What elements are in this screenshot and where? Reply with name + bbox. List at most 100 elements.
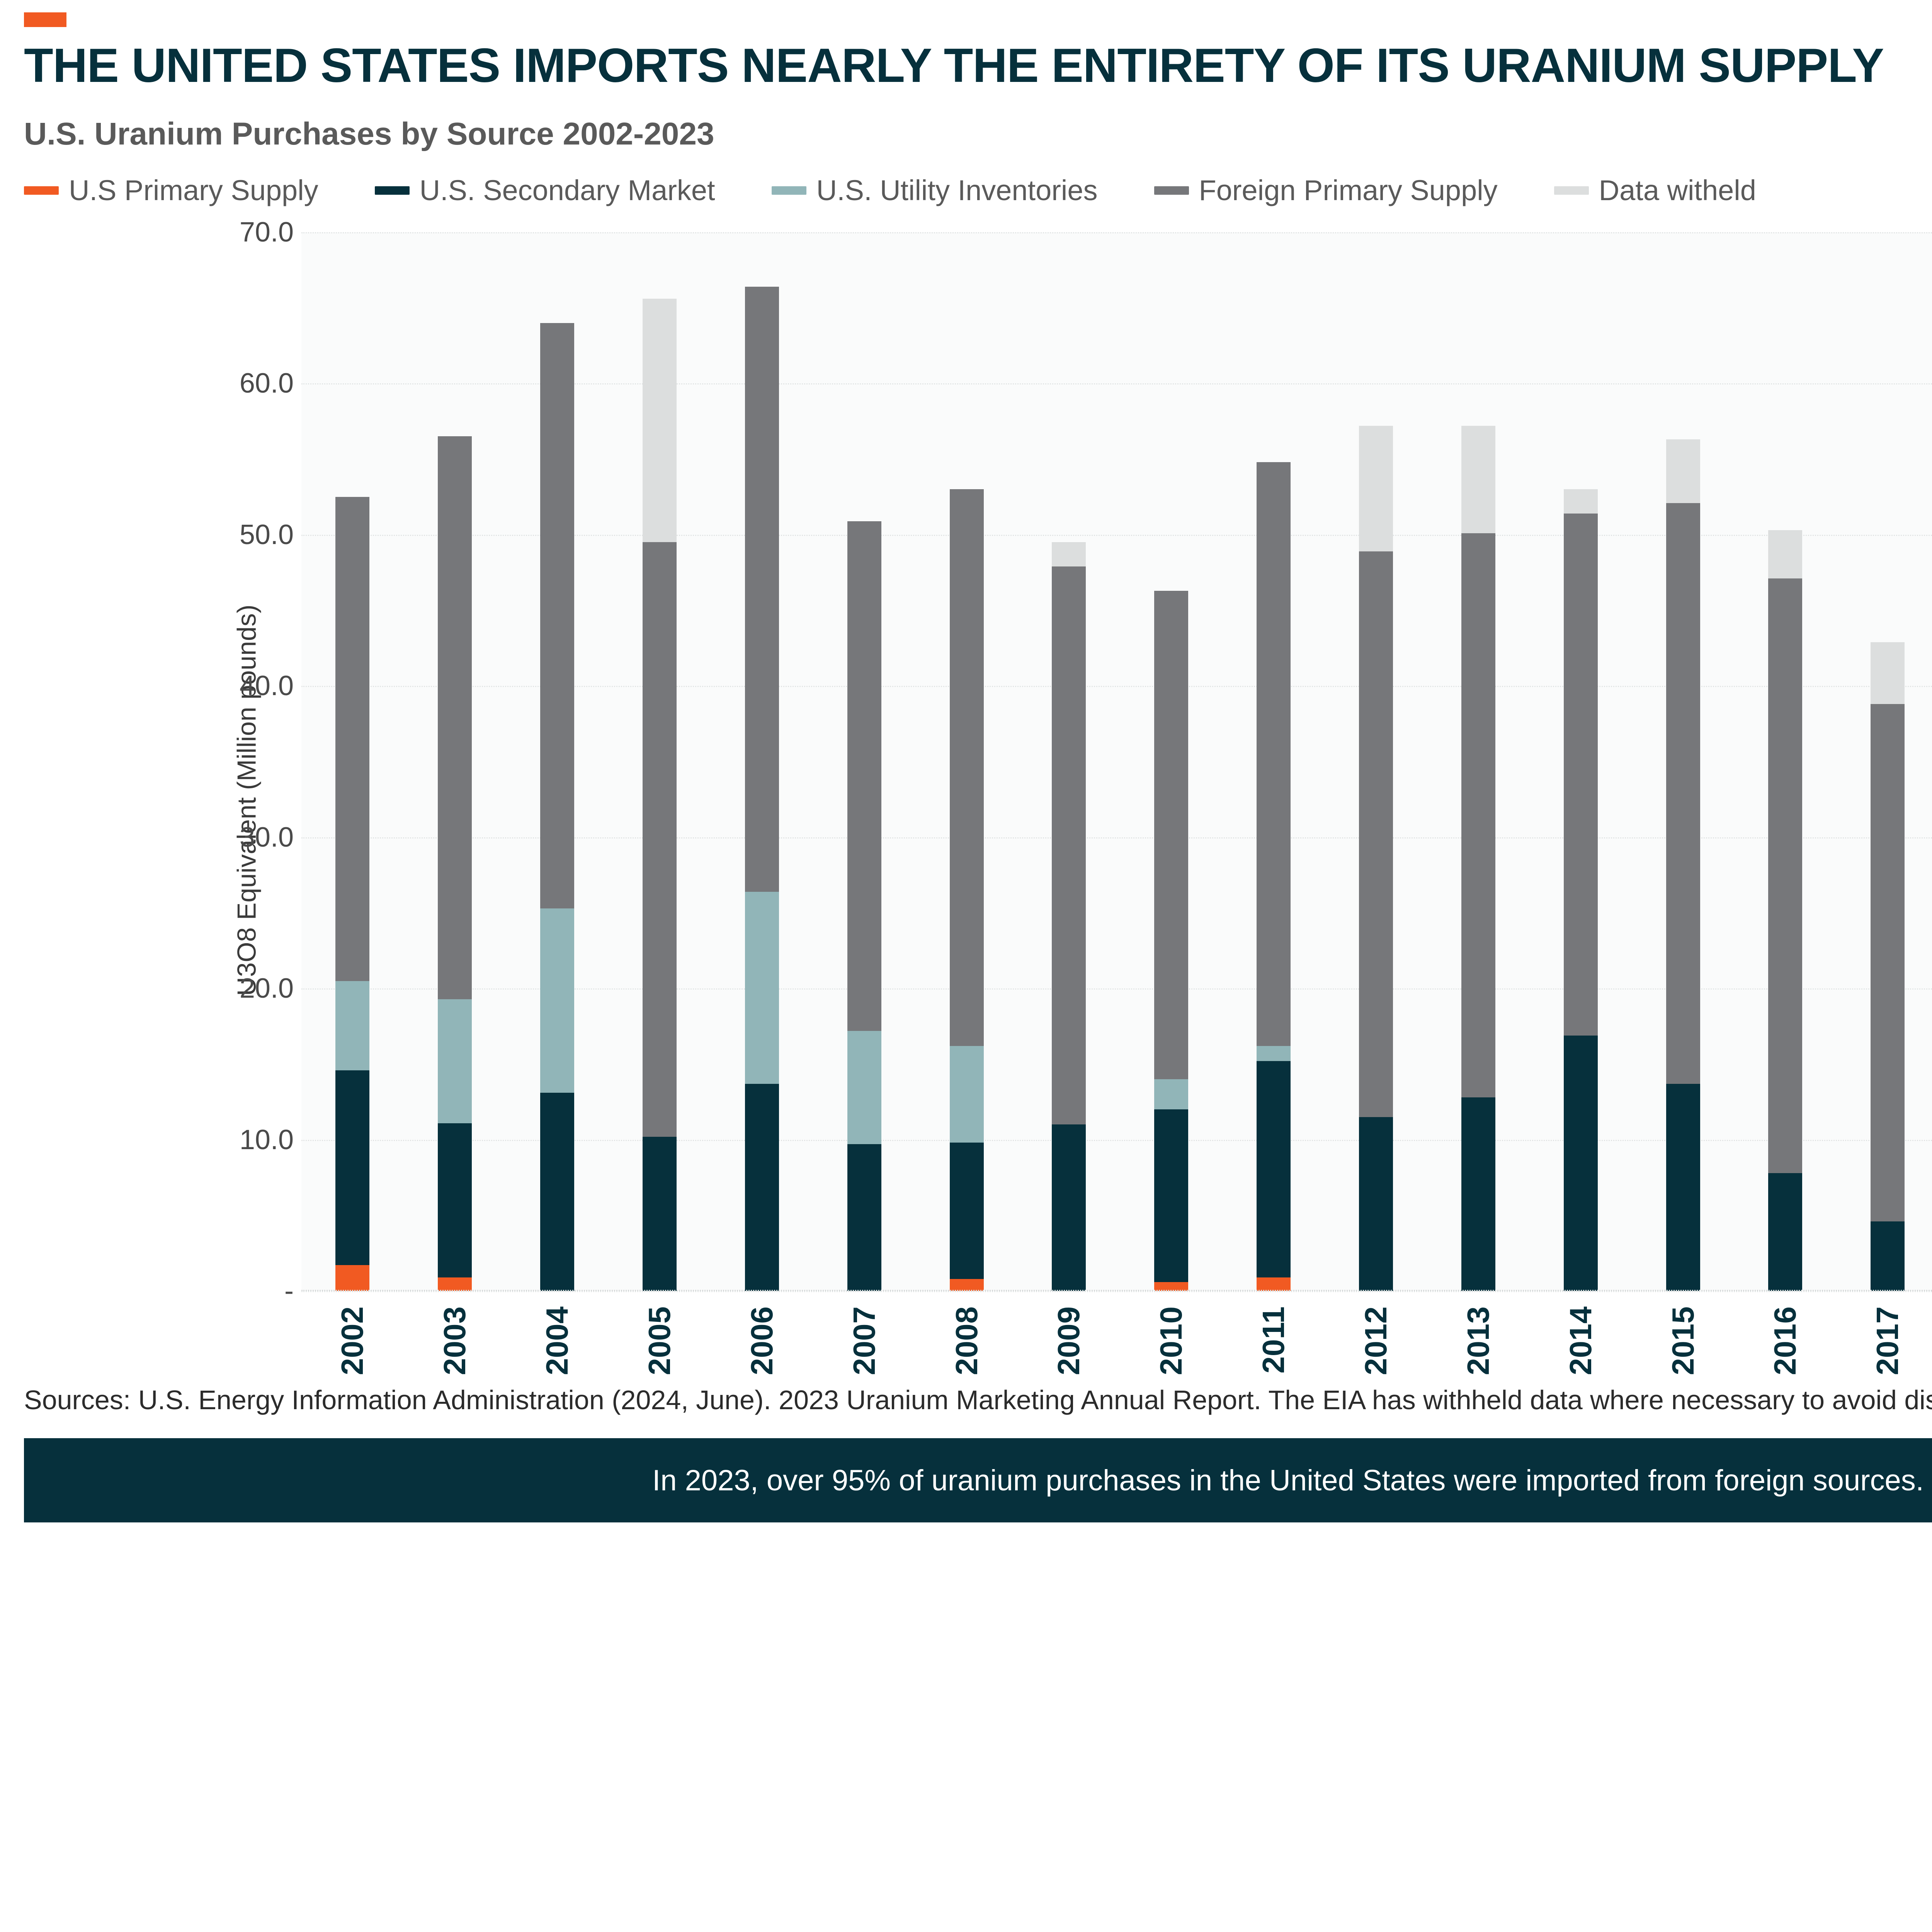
stacked-bar[interactable]: [643, 232, 677, 1291]
bar-segment: [847, 1031, 881, 1145]
x-axis-tick: 2017: [1837, 1306, 1932, 1469]
stacked-bar[interactable]: [1871, 232, 1905, 1291]
bar-segment: [335, 1070, 370, 1265]
stacked-bar[interactable]: [1359, 232, 1393, 1291]
bar-column[interactable]: [1529, 232, 1632, 1291]
bar-segment: [847, 521, 881, 1031]
legend-swatch-icon: [771, 186, 806, 195]
bar-column[interactable]: [915, 232, 1018, 1291]
stacked-bar[interactable]: [1154, 232, 1189, 1291]
gridline: [301, 1291, 1932, 1292]
x-axis-tick: 2008: [915, 1306, 1018, 1469]
y-axis-tick-label: 30.0: [239, 821, 294, 853]
stacked-bar[interactable]: [438, 232, 472, 1291]
stacked-bar[interactable]: [1052, 232, 1086, 1291]
bar-column[interactable]: [1120, 232, 1223, 1291]
brand-accent-bar: [24, 12, 66, 27]
bar-column[interactable]: [1632, 232, 1734, 1291]
bar-segment: [1563, 1035, 1598, 1291]
bar-column[interactable]: [1325, 232, 1427, 1291]
bar-column[interactable]: [506, 232, 609, 1291]
x-axis-tick: 2006: [711, 1306, 813, 1469]
bar-segment: [1871, 642, 1905, 704]
y-axis-ticks: 70.0 60.0 50.0 40.0 30.0 20.0 10.0 -: [143, 217, 294, 1306]
stacked-bar[interactable]: [540, 232, 575, 1291]
bar-series-container: [301, 232, 1932, 1291]
bar-segment: [1563, 489, 1598, 514]
x-axis-tick-label: 2009: [1051, 1306, 1086, 1375]
x-axis-tick-label: 2014: [1563, 1306, 1598, 1375]
page-title: THE UNITED STATES IMPORTS NEARLY THE ENT…: [24, 39, 1884, 92]
stacked-bar[interactable]: [1563, 232, 1598, 1291]
bar-segment: [1154, 1282, 1189, 1291]
legend-item[interactable]: U.S. Utility Inventories: [771, 174, 1098, 207]
bar-column[interactable]: [1734, 232, 1837, 1291]
x-axis-tick-label: 2010: [1154, 1306, 1189, 1375]
stacked-bar[interactable]: [1768, 232, 1803, 1291]
legend-item[interactable]: U.S Primary Supply: [24, 174, 318, 207]
bar-segment: [949, 1143, 984, 1279]
bar-segment: [643, 1136, 677, 1291]
stacked-bar[interactable]: [1461, 232, 1495, 1291]
legend-swatch-icon: [1154, 186, 1189, 195]
stacked-bar[interactable]: [745, 232, 779, 1291]
x-axis-tick-label: 2012: [1359, 1306, 1393, 1375]
x-axis-tick-label: 2017: [1870, 1306, 1905, 1375]
x-axis-tick: 2011: [1223, 1306, 1325, 1469]
stacked-bar[interactable]: [1257, 232, 1291, 1291]
x-axis-tick-label: 2005: [642, 1306, 677, 1375]
x-axis-tick: 2010: [1120, 1306, 1223, 1469]
gridline: [301, 686, 1932, 687]
x-axis-tick: 2014: [1529, 1306, 1632, 1469]
bar-column[interactable]: [1223, 232, 1325, 1291]
bar-segment: [949, 489, 984, 1046]
bar-segment: [1052, 566, 1086, 1125]
x-axis-tick-label: 2008: [949, 1306, 984, 1375]
x-axis-tick-label: 2004: [540, 1306, 575, 1375]
x-axis-tick-label: 2003: [437, 1306, 472, 1375]
chart-subtitle: U.S. Uranium Purchases by Source 2002-20…: [24, 116, 714, 151]
bar-column[interactable]: [711, 232, 813, 1291]
bar-segment: [949, 1279, 984, 1291]
bar-column[interactable]: [813, 232, 915, 1291]
bar-segment: [438, 1277, 472, 1291]
legend-item[interactable]: Foreign Primary Supply: [1154, 174, 1498, 207]
bar-segment: [540, 1093, 575, 1291]
legend-swatch-icon: [1554, 186, 1589, 195]
legend-item-label: U.S Primary Supply: [69, 174, 318, 206]
legend-swatch-icon: [24, 186, 59, 195]
legend-item[interactable]: U.S. Secondary Market: [374, 174, 715, 207]
legend-item[interactable]: Data witheld: [1554, 174, 1756, 207]
y-axis-tick-label: 50.0: [239, 519, 294, 550]
gridline: [301, 837, 1932, 838]
stacked-bar[interactable]: [949, 232, 984, 1291]
bar-column[interactable]: [1018, 232, 1120, 1291]
stacked-bar[interactable]: [1666, 232, 1700, 1291]
bar-segment: [1461, 426, 1495, 533]
bar-column[interactable]: [609, 232, 711, 1291]
bar-segment: [1768, 578, 1803, 1173]
x-axis-tick-label: 2006: [744, 1306, 779, 1375]
bar-segment: [1768, 530, 1803, 579]
gridline: [301, 1139, 1932, 1141]
y-axis-tick-label: 10.0: [239, 1124, 294, 1155]
bar-column[interactable]: [1837, 232, 1932, 1291]
chart-page: THE UNITED STATES IMPORTS NEARLY THE ENT…: [0, 12, 1932, 1932]
bar-column[interactable]: [1427, 232, 1529, 1291]
bar-segment: [1461, 1097, 1495, 1291]
bar-segment: [1666, 439, 1700, 503]
bar-segment: [745, 286, 779, 892]
axis-baseline: [301, 1290, 1932, 1291]
bar-segment: [643, 299, 677, 543]
bar-segment: [1359, 1117, 1393, 1291]
gridline: [301, 988, 1932, 990]
bar-column[interactable]: [404, 232, 506, 1291]
legend-item-label: Data witheld: [1599, 174, 1756, 206]
legend-swatch-icon: [374, 186, 410, 195]
gridline: [301, 534, 1932, 536]
bar-column[interactable]: [301, 232, 404, 1291]
bar-segment: [1871, 1221, 1905, 1291]
stacked-bar[interactable]: [335, 232, 370, 1291]
y-axis-tick-label: -: [284, 1276, 294, 1306]
stacked-bar[interactable]: [847, 232, 881, 1291]
